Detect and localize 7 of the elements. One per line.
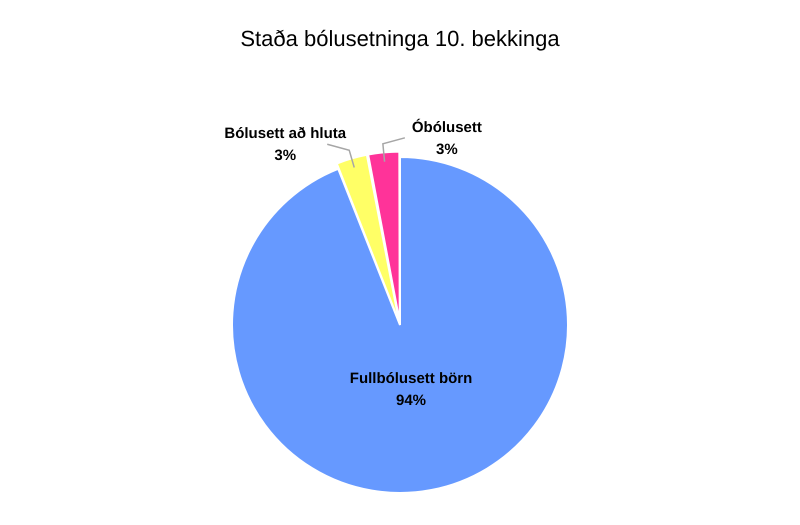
data-label: 3% — [436, 140, 458, 158]
data-label: 3% — [274, 147, 296, 164]
data-label: 94% — [396, 392, 426, 409]
slice-label: Óbólusett — [412, 118, 482, 136]
slice-label: Bólusett að hluta — [224, 125, 347, 142]
chart-title: Staða bólusetninga 10. bekkinga — [240, 26, 560, 51]
slice-label: Fullbólusett börn — [350, 370, 472, 387]
